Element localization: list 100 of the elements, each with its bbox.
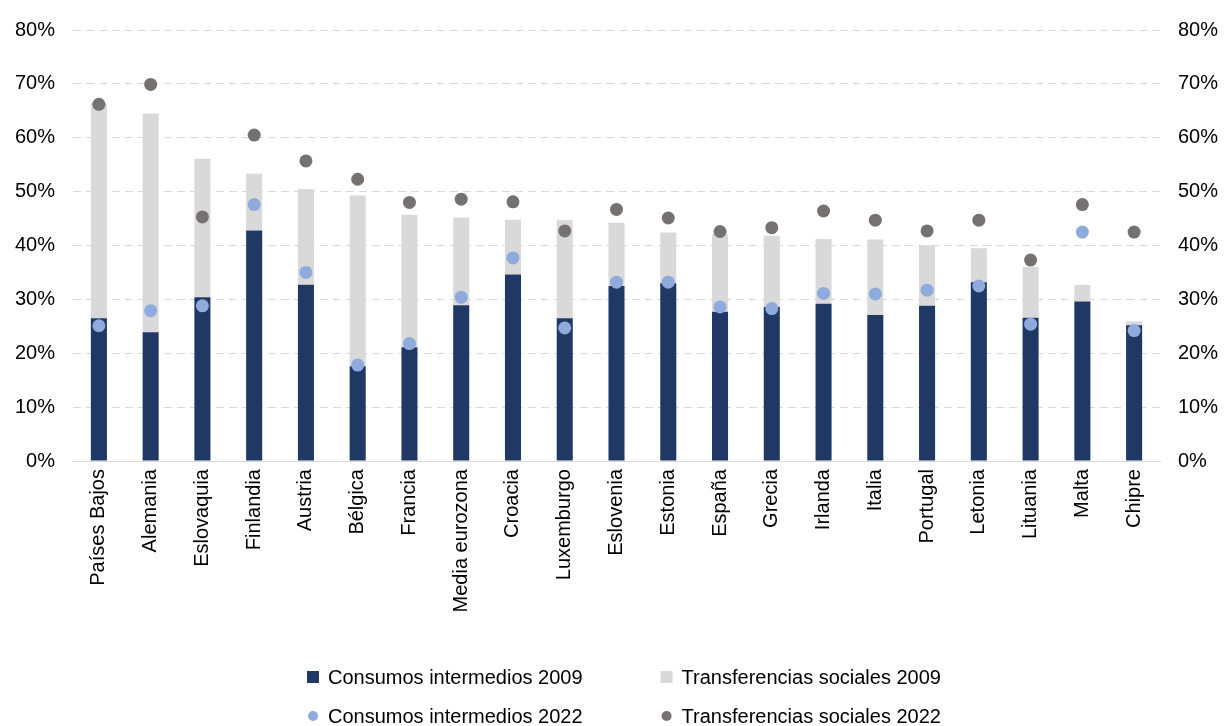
point xyxy=(247,128,261,142)
bar xyxy=(401,347,418,461)
x-tick-label: España xyxy=(707,468,730,537)
x-tick-label: Media eurozona xyxy=(448,468,471,613)
y2-tick-label: 50% xyxy=(1178,179,1219,202)
point xyxy=(144,77,158,91)
x-tick-label: Italia xyxy=(862,468,885,512)
point xyxy=(454,192,468,206)
bar xyxy=(1126,321,1143,326)
point xyxy=(1127,225,1141,239)
point xyxy=(765,302,779,316)
bar xyxy=(712,311,729,461)
bar xyxy=(142,332,159,461)
point xyxy=(402,195,416,209)
x-tick-label: Francia xyxy=(396,468,419,536)
point xyxy=(506,251,520,265)
point xyxy=(765,221,779,235)
bar xyxy=(763,306,780,461)
bar xyxy=(867,315,884,461)
point xyxy=(661,275,675,289)
point xyxy=(351,172,365,186)
point xyxy=(454,290,468,304)
x-tick-label: Croacia xyxy=(500,468,523,538)
point xyxy=(299,154,313,168)
y2-tick-label: 0% xyxy=(1178,448,1208,471)
point xyxy=(610,275,623,289)
x-tick-label: Eslovaquia xyxy=(189,468,212,567)
point xyxy=(558,224,572,238)
x-tick-label: Países Bajos xyxy=(86,469,109,586)
x-tick-label: Eslovenia xyxy=(604,468,627,556)
point xyxy=(972,213,986,227)
bar xyxy=(90,318,107,461)
point xyxy=(506,195,520,209)
point xyxy=(817,204,831,218)
x-tick-label: Alemania xyxy=(138,468,161,553)
y-tick-label: 20% xyxy=(14,340,56,363)
point xyxy=(972,279,986,293)
x-tick-label: Bélgica xyxy=(345,468,368,535)
y2-tick-label: 70% xyxy=(1178,71,1219,94)
y2-tick-label: 40% xyxy=(1178,233,1219,256)
x-tick-label: Grecia xyxy=(759,468,782,528)
y-tick-label: 80% xyxy=(14,17,56,40)
y2-tick-label: 20% xyxy=(1178,340,1219,363)
point xyxy=(144,304,158,318)
point xyxy=(1127,324,1141,338)
y-tick-label: 30% xyxy=(14,286,56,309)
point xyxy=(402,337,416,351)
x-tick-label: Lituania xyxy=(1018,468,1041,540)
point xyxy=(1024,253,1038,267)
point xyxy=(1024,317,1038,331)
point xyxy=(558,321,572,335)
legend-label: Transferencias sociales 2022 xyxy=(681,704,941,726)
point xyxy=(817,286,831,300)
point xyxy=(920,283,934,297)
bar xyxy=(349,366,366,461)
bar xyxy=(919,305,936,461)
x-tick-label: Finlandia xyxy=(241,468,264,551)
point xyxy=(713,224,727,238)
legend-label: Transferencias sociales 2009 xyxy=(681,665,941,688)
bar xyxy=(194,297,211,461)
y2-tick-label: 80% xyxy=(1178,17,1219,40)
point xyxy=(247,198,261,212)
legend-label: Consumos intermedios 2009 xyxy=(328,665,583,688)
legend-label: Consumos intermedios 2022 xyxy=(328,704,583,726)
x-tick-label: Chipre xyxy=(1121,469,1144,528)
point xyxy=(868,287,882,301)
point xyxy=(195,299,209,313)
y2-tick-label: 30% xyxy=(1178,286,1219,309)
point xyxy=(868,213,882,227)
bar xyxy=(660,283,677,461)
x-tick-label: Austria xyxy=(293,468,316,532)
bar xyxy=(556,318,573,461)
x-tick-label: Luxemburgo xyxy=(552,469,575,581)
x-tick-label: Letonia xyxy=(966,468,989,535)
bar xyxy=(608,285,625,461)
point xyxy=(195,210,209,224)
x-tick-label: Portugal xyxy=(914,469,937,544)
y-tick-label: 70% xyxy=(14,71,56,94)
bar xyxy=(1074,301,1091,461)
point xyxy=(92,97,106,111)
y-tick-label: 10% xyxy=(14,394,56,417)
x-tick-label: Malta xyxy=(1069,468,1092,518)
point xyxy=(1075,198,1089,212)
point xyxy=(713,300,727,314)
y-tick-label: 0% xyxy=(26,448,56,471)
bar xyxy=(1022,317,1039,461)
point xyxy=(1075,225,1089,239)
y-tick-label: 60% xyxy=(14,125,56,148)
y2-tick-label: 10% xyxy=(1178,394,1219,417)
y-tick-label: 40% xyxy=(14,233,56,256)
point xyxy=(351,358,365,372)
x-tick-label: Estonia xyxy=(655,468,678,536)
bar xyxy=(1126,325,1143,461)
bar xyxy=(815,303,832,461)
bar xyxy=(297,284,314,461)
bar xyxy=(970,248,987,283)
y2-tick-label: 60% xyxy=(1178,125,1219,148)
point xyxy=(610,202,623,216)
point xyxy=(920,224,934,238)
point xyxy=(299,265,313,279)
